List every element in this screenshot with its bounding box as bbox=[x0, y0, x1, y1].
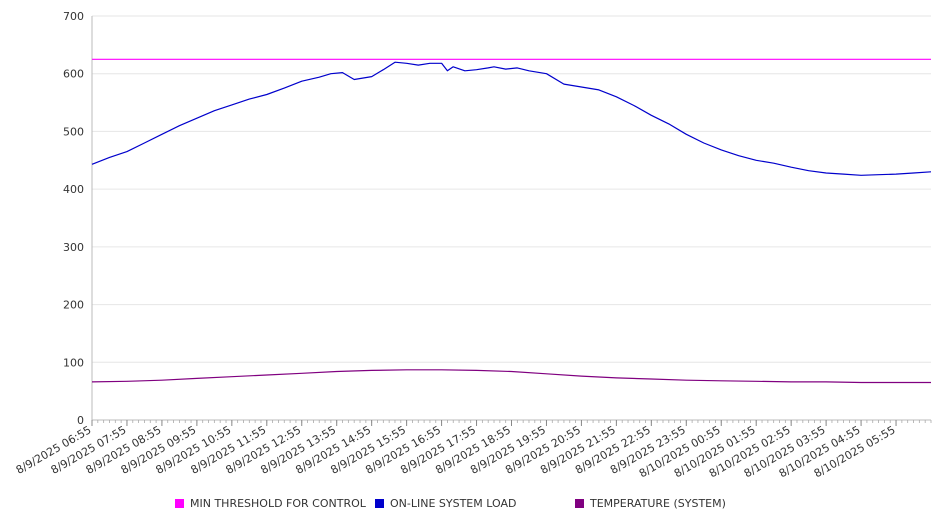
grid bbox=[92, 15, 931, 421]
legend-label-temperature: TEMPERATURE (SYSTEM) bbox=[590, 497, 726, 510]
legend-item-system-load: ON-LINE SYSTEM LOAD bbox=[375, 497, 516, 510]
y-tick-label: 100 bbox=[63, 356, 84, 369]
legend-label-system-load: ON-LINE SYSTEM LOAD bbox=[390, 497, 517, 510]
series-lines bbox=[91, 58, 932, 384]
legend-swatch-threshold bbox=[175, 499, 184, 508]
y-tick-label: 300 bbox=[63, 241, 84, 254]
y-tick-label: 700 bbox=[63, 10, 84, 23]
legend-item-temperature: TEMPERATURE (SYSTEM) bbox=[575, 497, 726, 510]
y-tick-label: 200 bbox=[63, 299, 84, 312]
y-tick-label: 600 bbox=[63, 68, 84, 81]
legend: MIN THRESHOLD FOR CONTROL ON-LINE SYSTEM… bbox=[0, 497, 946, 515]
legend-swatch-temperature bbox=[575, 499, 584, 508]
y-tick-label: 0 bbox=[77, 414, 84, 427]
legend-label-threshold: MIN THRESHOLD FOR CONTROL bbox=[190, 497, 366, 510]
legend-item-threshold: MIN THRESHOLD FOR CONTROL bbox=[175, 497, 366, 510]
y-tick-label: 500 bbox=[63, 125, 84, 138]
legend-swatch-system-load bbox=[375, 499, 384, 508]
series-line-temperature bbox=[91, 369, 931, 384]
y-tick-label: 400 bbox=[63, 183, 84, 196]
series-line-system-load bbox=[91, 61, 932, 176]
